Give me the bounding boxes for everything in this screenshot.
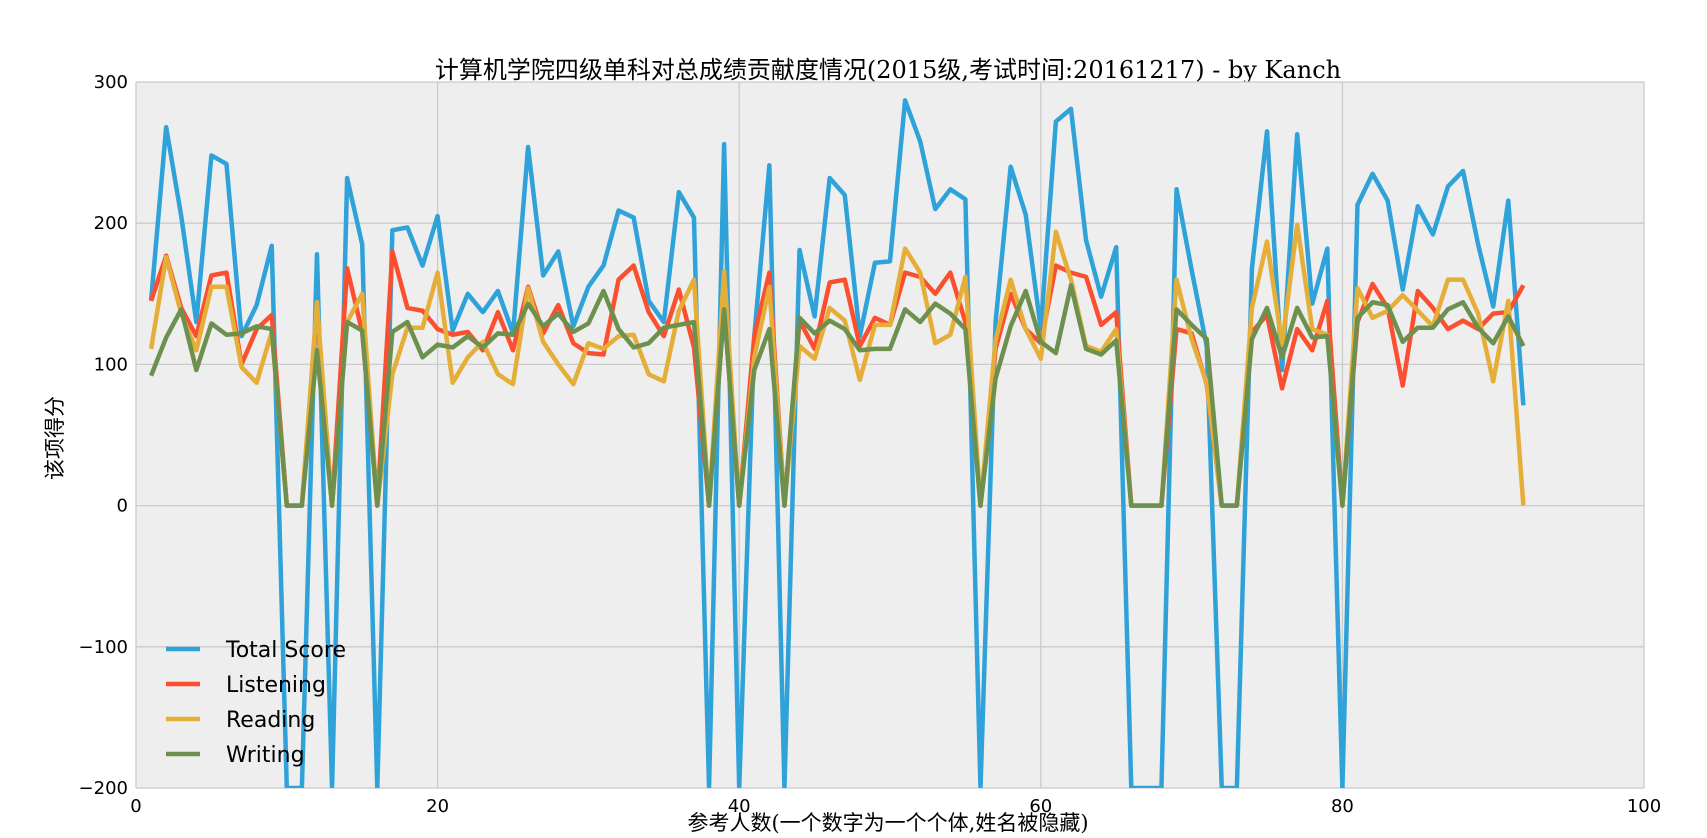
y-tick-label: 200 [94, 213, 128, 234]
series-line-writing [148, 283, 1526, 508]
plot-area [136, 82, 1644, 788]
x-tick-label: 20 [426, 796, 449, 817]
x-axis-ticks: 0 20 40 60 80 100 [130, 796, 1661, 817]
x-tick-label: 60 [1029, 796, 1052, 817]
y-tick-label: 0 [117, 496, 128, 517]
y-axis-label: 该项得分 [43, 396, 67, 480]
y-tick-label: −200 [79, 778, 128, 799]
legend-label-listening: Listening [226, 673, 326, 698]
y-tick-label: 100 [94, 354, 128, 375]
legend-label-total-score: Total Score [225, 638, 346, 663]
legend: Total Score Listening Reading Writing [166, 638, 346, 768]
legend-label-writing: Writing [226, 743, 305, 768]
chart-title: 计算机学院四级单科对总成绩贡献度情况(2015级,考试时间:20161217) … [435, 56, 1341, 84]
y-axis-ticks: −200 −100 0 100 200 300 [79, 72, 128, 799]
x-tick-label: 0 [130, 796, 141, 817]
x-tick-label: 100 [1627, 796, 1661, 817]
series-line-total-score [148, 98, 1526, 788]
x-tick-label: 40 [728, 796, 751, 817]
y-tick-label: 300 [94, 72, 128, 93]
series-layer [148, 98, 1526, 788]
x-axis-label: 参考人数(一个数字为一个个体,姓名被隐藏) [687, 811, 1088, 835]
legend-label-reading: Reading [226, 708, 315, 733]
gridlines [135, 81, 1645, 789]
x-tick-label: 80 [1331, 796, 1354, 817]
y-tick-label: −100 [79, 637, 128, 658]
